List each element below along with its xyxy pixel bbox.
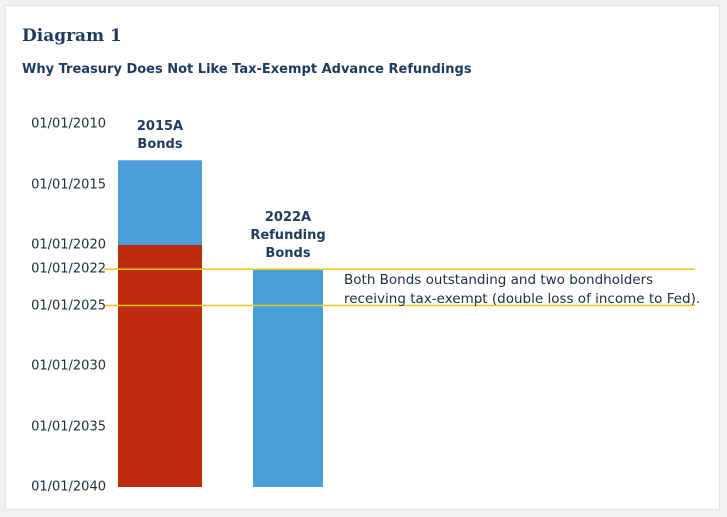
category-label: Refunding <box>250 228 326 244</box>
card: Diagram 1 Why Treasury Does Not Like Tax… <box>5 5 720 510</box>
subtitle: Why Treasury Does Not Like Tax-Exempt Ad… <box>22 62 472 77</box>
title: Diagram 1 <box>22 26 122 46</box>
bar-segment <box>118 245 202 487</box>
bar-segment <box>118 160 202 245</box>
annotation: receiving tax-exempt (double loss of inc… <box>344 291 701 308</box>
category-label: 2015A <box>136 119 184 135</box>
y-tick-label: 01/01/2022 <box>31 261 106 277</box>
category-label: Bonds <box>137 137 183 153</box>
y-tick-label: 01/01/2030 <box>31 358 106 374</box>
bar-segment <box>253 269 323 487</box>
y-tick-label: 01/01/2010 <box>31 116 106 132</box>
annotation: Both Bonds outstanding and two bondholde… <box>344 272 654 289</box>
y-tick-label: 01/01/2015 <box>31 177 106 192</box>
y-tick-label: 01/01/2020 <box>31 237 106 253</box>
y-tick-label: 01/01/2040 <box>31 479 106 495</box>
category-label: 2022A <box>264 210 312 226</box>
y-tick-label: 01/01/2025 <box>31 298 106 313</box>
category-label: Bonds <box>265 246 311 262</box>
plot <box>104 160 695 487</box>
y-tick-label: 01/01/2035 <box>31 419 106 434</box>
